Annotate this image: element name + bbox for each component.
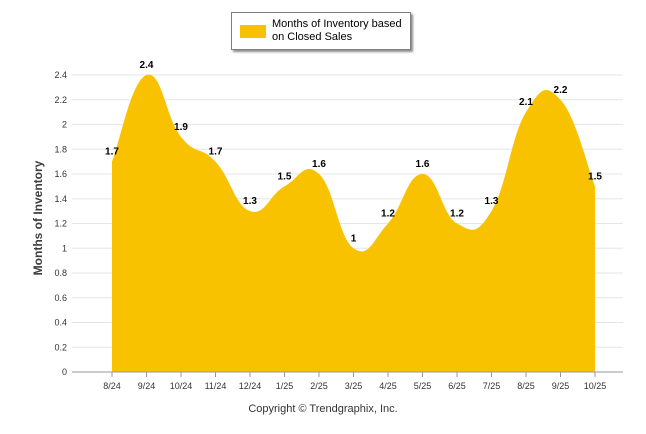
- y-tick-label: 1: [62, 243, 67, 253]
- data-label: 1.3: [243, 196, 257, 207]
- data-labels: 1.7 2.4 1.9 1.7 1.3 1.5 1.6 1 1.2 1.6 1.2 1.3 2.1 2.2…: [105, 60, 602, 244]
- copyright-footer: Copyright © Trendgraphix, Inc.: [248, 403, 398, 415]
- data-label: 1.2: [381, 209, 395, 220]
- x-tick-label: 10/24: [170, 381, 193, 391]
- x-tick-label: 6/25: [448, 381, 466, 391]
- data-label: 1.3: [485, 196, 499, 207]
- x-tick-label: 7/25: [483, 381, 501, 391]
- y-axis-title: Months of Inventory: [31, 160, 45, 276]
- legend-swatch: [240, 25, 266, 38]
- y-tick-label: 1.4: [54, 194, 67, 204]
- x-tick-label: 8/24: [103, 381, 121, 391]
- data-label: 1.6: [312, 159, 326, 170]
- data-label: 1: [351, 233, 357, 244]
- x-tick-label: 4/25: [379, 381, 397, 391]
- x-tick-label: 1/25: [276, 381, 294, 391]
- y-tick-label: 0.2: [54, 342, 67, 352]
- data-label: 2.4: [140, 60, 154, 71]
- x-tick-label: 9/25: [552, 381, 570, 391]
- data-label: 1.7: [105, 147, 119, 158]
- x-tick-label: 8/25: [517, 381, 535, 391]
- x-tick-label: 9/24: [138, 381, 156, 391]
- y-tick-label: 2.4: [54, 70, 67, 80]
- data-label: 1.7: [209, 147, 223, 158]
- y-tick-label: 2: [62, 120, 67, 130]
- y-axis-ticks: 0 0.2 0.4 0.6 0.8 1 1.2 1.4 1.6 1.8 2 2.2 2.4: [54, 70, 67, 377]
- x-axis-ticks: 8/24 9/24 10/24 11/24 12/24 1/25 2/25 3/25 4/25 5…: [103, 381, 606, 391]
- data-label: 1.5: [588, 171, 602, 182]
- data-label: 1.2: [450, 209, 464, 220]
- y-tick-label: 0.4: [54, 318, 67, 328]
- x-tick-label: 11/24: [205, 381, 227, 391]
- x-tick-label: 12/24: [239, 381, 262, 391]
- data-label: 1.5: [278, 171, 292, 182]
- x-tick-label: 5/25: [414, 381, 432, 391]
- y-tick-label: 0.6: [54, 293, 67, 303]
- data-label: 1.9: [174, 122, 188, 133]
- x-tick-label: 10/25: [584, 381, 607, 391]
- x-axis: [72, 371, 623, 377]
- legend-label: Months of Inventory based on Closed Sale…: [272, 18, 402, 43]
- y-tick-label: 1.6: [54, 169, 67, 179]
- x-tick-label: 3/25: [345, 381, 363, 391]
- y-tick-label: 2.2: [54, 95, 67, 105]
- y-tick-label: 0: [62, 367, 67, 377]
- data-label: 2.2: [554, 85, 568, 96]
- y-tick-label: 1.8: [54, 144, 67, 154]
- data-label: 1.6: [416, 159, 430, 170]
- x-tick-label: 2/25: [310, 381, 328, 391]
- inventory-area: [112, 74, 595, 372]
- legend: Months of Inventory based on Closed Sale…: [231, 12, 411, 50]
- data-label: 2.1: [519, 97, 533, 108]
- y-tick-label: 1.2: [54, 219, 67, 229]
- y-tick-label: 0.8: [54, 268, 67, 278]
